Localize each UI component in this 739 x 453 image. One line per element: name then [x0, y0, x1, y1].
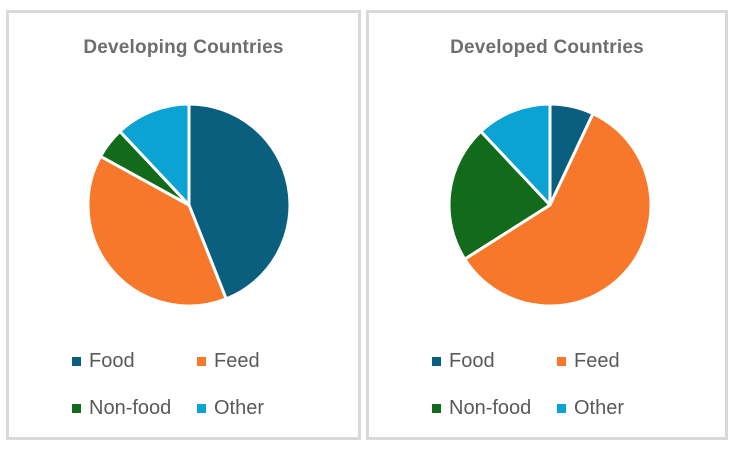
legend-swatch-other [197, 403, 206, 413]
developed-countries-chart: Developed Countries Food Feed Non-food O… [366, 10, 728, 440]
pie-chart [447, 102, 653, 308]
legend-item-non-food: Non-food [72, 395, 171, 421]
legend-swatch-food [432, 356, 441, 366]
legend-label-non-food: Non-food [89, 396, 172, 419]
legend-item-other: Other [557, 395, 624, 421]
legend-label-feed: Feed [214, 349, 260, 372]
legend-label-other: Other [214, 396, 265, 419]
legend-item-food: Food [432, 348, 495, 374]
legend-item-feed: Feed [197, 348, 260, 374]
legend-swatch-feed [197, 356, 206, 366]
pie-slice-other [118, 102, 191, 207]
legend-swatch-non-food [432, 403, 441, 413]
legend-label-food: Food [89, 349, 135, 372]
legend-item-non-food: Non-food [432, 395, 531, 421]
legend-label-food: Food [449, 349, 495, 372]
legend-label-feed: Feed [574, 349, 620, 372]
legend-label-non-food: Non-food [449, 396, 532, 419]
pie-slice-feed [463, 112, 653, 308]
legend-swatch-non-food [72, 403, 81, 413]
legend-item-feed: Feed [557, 348, 620, 374]
legend-swatch-food [72, 356, 81, 366]
legend-label-other: Other [574, 396, 625, 419]
legend-item-food: Food [72, 348, 135, 374]
pie-slice-feed [86, 154, 228, 308]
pie-slice-food [187, 102, 292, 301]
legend-swatch-feed [557, 356, 566, 366]
legend-item-other: Other [197, 395, 264, 421]
developing-countries-chart: Developing Countries Food Feed Non-food … [6, 10, 361, 440]
pie-chart [86, 102, 292, 308]
pie-slice-non-food [447, 129, 552, 261]
legend-swatch-other [557, 403, 566, 413]
pie-slice-other [479, 102, 552, 207]
chart-title: Developing Countries [83, 37, 284, 58]
chart-title: Developed Countries [450, 37, 644, 58]
